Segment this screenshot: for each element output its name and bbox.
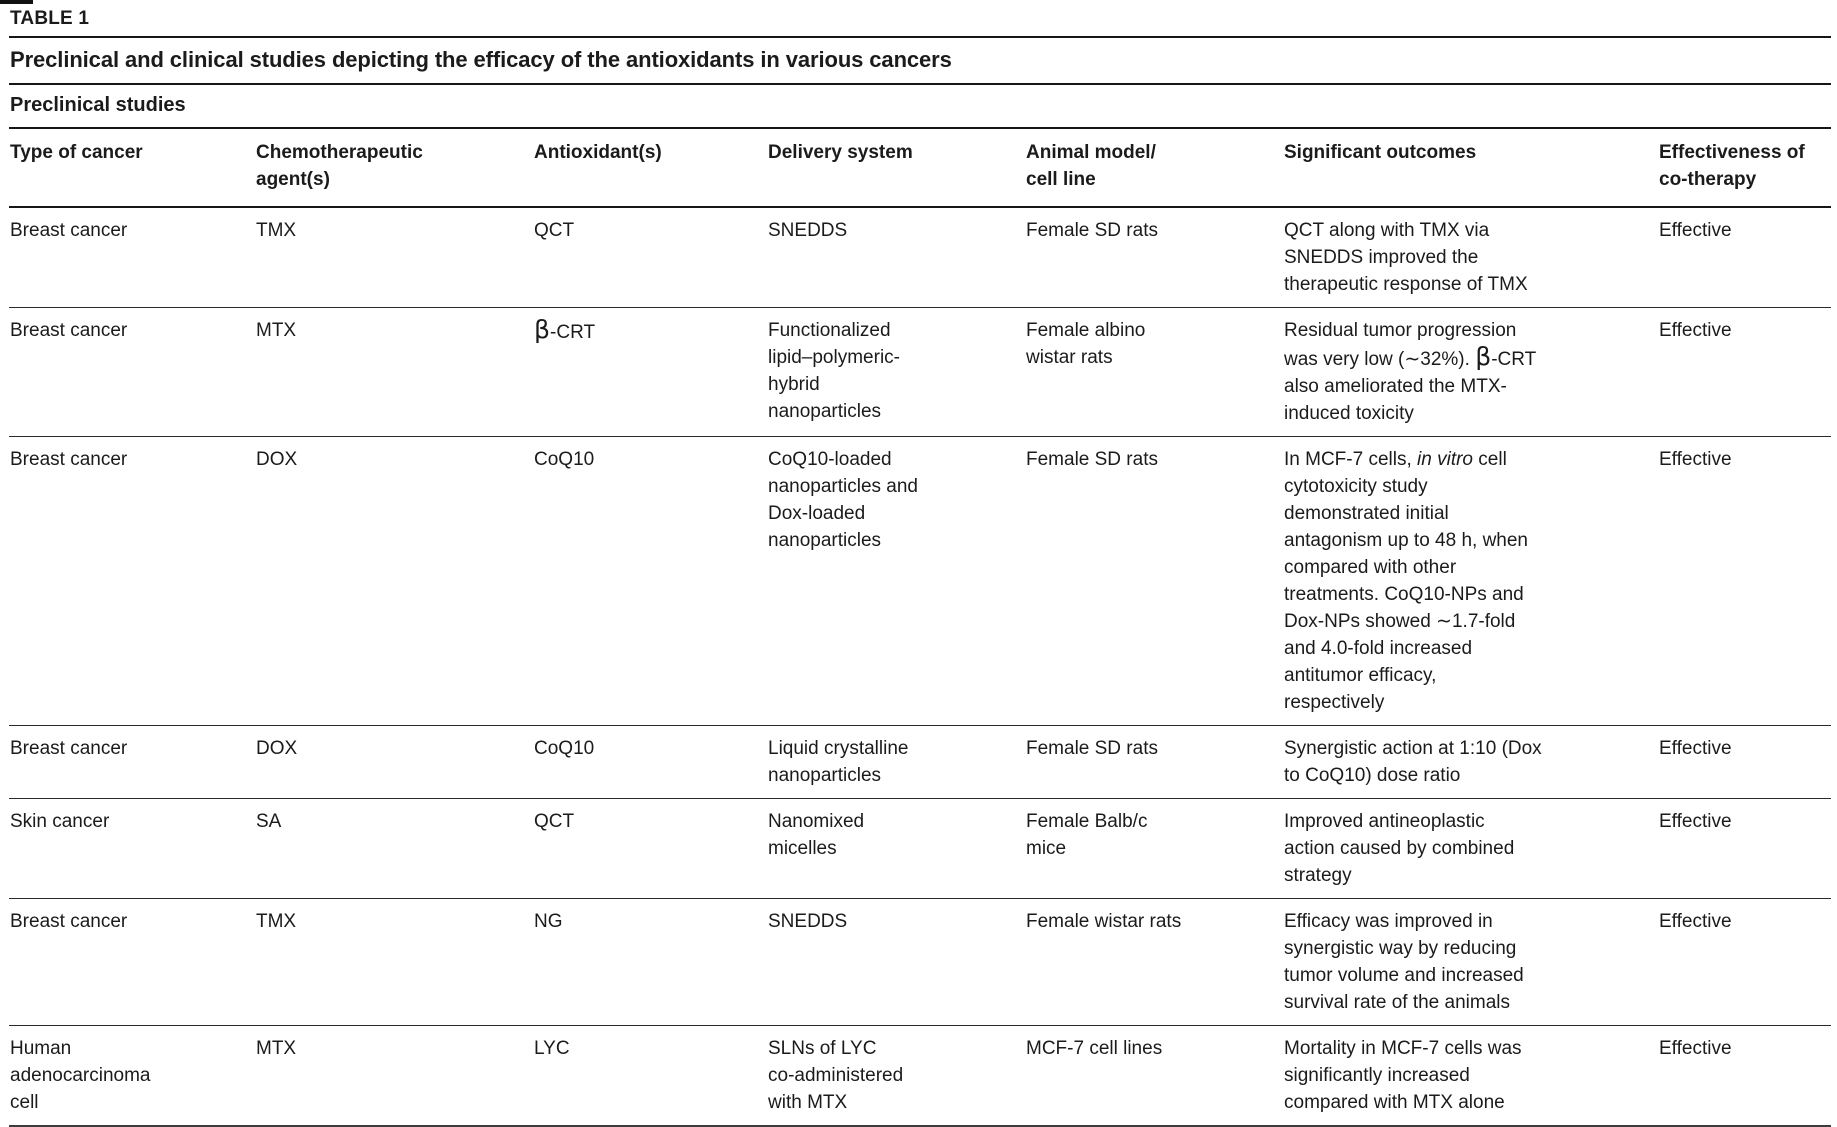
cell-cancer-type: Human adenocarcinoma cell <box>9 1025 255 1127</box>
cell-outcome: Mortality in MCF-7 cells was significant… <box>1283 1025 1658 1127</box>
cell-antioxidant: CoQ10 <box>533 725 767 799</box>
cell-animal-model: Female SD rats <box>1025 436 1283 726</box>
column-header-delivery-system: Delivery system <box>767 129 1025 208</box>
cell-cancer-type: Skin cancer <box>9 798 255 899</box>
table-row: Skin cancer SA QCT Nanomixed micelles Fe… <box>9 798 1831 899</box>
cell-chemo-agent: TMX <box>255 898 533 1026</box>
cell-antioxidant: CoQ10 <box>533 436 767 726</box>
table-row: Breast cancer DOX CoQ10 Liquid crystalli… <box>9 725 1831 799</box>
table-row: Breast cancer TMX QCT SNEDDS Female SD r… <box>9 207 1831 308</box>
cell-chemo-agent: DOX <box>255 436 533 726</box>
cell-effectiveness: Effective <box>1658 207 1831 308</box>
table-row: Breast cancer MTX β-CRT Functionalized l… <box>9 307 1831 437</box>
cell-chemo-agent: SA <box>255 798 533 899</box>
cell-delivery-system: SNEDDS <box>767 207 1025 308</box>
cell-outcome: Synergistic action at 1:10 (Dox to CoQ10… <box>1283 725 1658 799</box>
table-row: Human adenocarcinoma cell MTX LYC SLNs o… <box>9 1025 1831 1127</box>
cell-outcome: Residual tumor progression was very low … <box>1283 307 1658 437</box>
cell-cancer-type: Breast cancer <box>9 307 255 437</box>
column-header-antioxidant: Antioxidant(s) <box>533 129 767 208</box>
scan-edge-artifact <box>0 0 33 4</box>
table-label: TABLE 1 <box>9 6 1831 38</box>
cell-cancer-type: Breast cancer <box>9 436 255 726</box>
cell-animal-model: Female SD rats <box>1025 725 1283 799</box>
cell-animal-model: Female SD rats <box>1025 207 1283 308</box>
cell-delivery-system: Nanomixed micelles <box>767 798 1025 899</box>
studies-table: Type of cancer Chemotherapeutic agent(s)… <box>9 129 1831 1127</box>
table-row: Breast cancer TMX NG SNEDDS Female wista… <box>9 898 1831 1026</box>
column-header-effectiveness: Effectiveness of co-therapy <box>1658 129 1831 208</box>
cell-outcome: In MCF-7 cells, in vitro cell cytotoxici… <box>1283 436 1658 726</box>
cell-effectiveness: Effective <box>1658 898 1831 1026</box>
column-header-chemo-agent: Chemotherapeutic agent(s) <box>255 129 533 208</box>
cell-chemo-agent: MTX <box>255 307 533 437</box>
cell-outcome: Efficacy was improved in synergistic way… <box>1283 898 1658 1026</box>
column-header-cancer-type: Type of cancer <box>9 129 255 208</box>
cell-cancer-type: Breast cancer <box>9 207 255 308</box>
section-header-preclinical: Preclinical studies <box>9 85 1831 129</box>
cell-animal-model: Female Balb/c mice <box>1025 798 1283 899</box>
cell-antioxidant: NG <box>533 898 767 1026</box>
table-title: Preclinical and clinical studies depicti… <box>9 38 1831 85</box>
cell-outcome: QCT along with TMX via SNEDDS improved t… <box>1283 207 1658 308</box>
header-row: Type of cancer Chemotherapeutic agent(s)… <box>9 129 1831 208</box>
cell-effectiveness: Effective <box>1658 1025 1831 1127</box>
cell-antioxidant: β-CRT <box>533 307 767 437</box>
cell-outcome: Improved antineoplastic action caused by… <box>1283 798 1658 899</box>
cell-effectiveness: Effective <box>1658 798 1831 899</box>
cell-antioxidant: QCT <box>533 798 767 899</box>
cell-antioxidant: LYC <box>533 1025 767 1127</box>
cell-animal-model: MCF-7 cell lines <box>1025 1025 1283 1127</box>
table-row: Breast cancer DOX CoQ10 CoQ10-loaded nan… <box>9 436 1831 726</box>
cell-cancer-type: Breast cancer <box>9 725 255 799</box>
cell-chemo-agent: DOX <box>255 725 533 799</box>
cell-cancer-type: Breast cancer <box>9 898 255 1026</box>
cell-animal-model: Female wistar rats <box>1025 898 1283 1026</box>
cell-chemo-agent: TMX <box>255 207 533 308</box>
cell-delivery-system: Liquid crystalline nanoparticles <box>767 725 1025 799</box>
cell-delivery-system: SNEDDS <box>767 898 1025 1026</box>
paper-table-figure: TABLE 1 Preclinical and clinical studies… <box>9 0 1831 1127</box>
cell-delivery-system: Functionalized lipid–polymeric- hybrid n… <box>767 307 1025 437</box>
cell-animal-model: Female albino wistar rats <box>1025 307 1283 437</box>
column-header-outcomes: Significant outcomes <box>1283 129 1658 208</box>
cell-antioxidant: QCT <box>533 207 767 308</box>
cell-effectiveness: Effective <box>1658 436 1831 726</box>
cell-delivery-system: CoQ10-loaded nanoparticles and Dox-loade… <box>767 436 1025 726</box>
cell-chemo-agent: MTX <box>255 1025 533 1127</box>
cell-effectiveness: Effective <box>1658 725 1831 799</box>
cell-delivery-system: SLNs of LYC co-administered with MTX <box>767 1025 1025 1127</box>
cell-effectiveness: Effective <box>1658 307 1831 437</box>
column-header-animal-model: Animal model/ cell line <box>1025 129 1283 208</box>
